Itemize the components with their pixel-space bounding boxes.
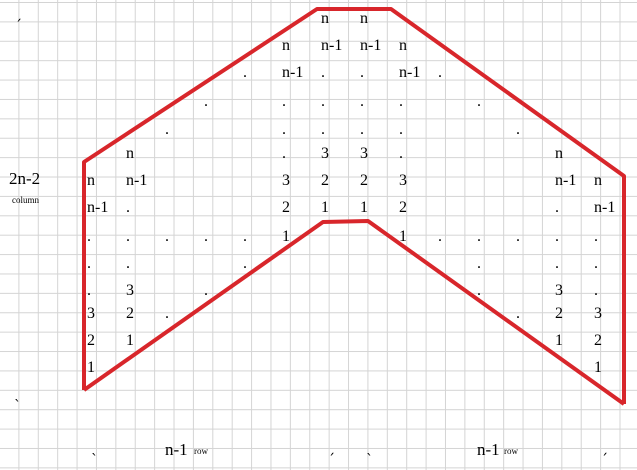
- grid-cell: .: [204, 93, 208, 110]
- grid-cell: .: [243, 228, 247, 245]
- grid-cell: 2: [594, 332, 602, 349]
- bracket-tick-mark: ˏ: [601, 440, 608, 456]
- grid-cell: .: [594, 282, 598, 299]
- grid-cell: .: [360, 93, 364, 110]
- grid-cell: .: [204, 228, 208, 245]
- grid-cell: 3: [282, 172, 290, 189]
- grid-cell: .: [555, 255, 559, 272]
- grid-cell: 2: [555, 305, 563, 322]
- grid-cell: .: [594, 255, 598, 272]
- grid-cell: 2: [282, 199, 290, 216]
- grid-cell: 3: [555, 282, 563, 299]
- grid-cell: .: [516, 305, 520, 322]
- grid-cell: .: [282, 121, 286, 138]
- grid-cell: .: [126, 199, 130, 216]
- grid-cell: .: [165, 228, 169, 245]
- grid-cell: 3: [594, 305, 602, 322]
- grid-cell: 1: [594, 359, 602, 376]
- grid-cell: 1: [555, 332, 563, 349]
- grid-cell: .: [204, 282, 208, 299]
- corner-tick-mark: ˎ: [14, 386, 21, 402]
- grid-cell: .: [321, 121, 325, 138]
- column-word-label: column: [12, 195, 39, 205]
- grid-cell: n-1: [87, 199, 109, 216]
- grid-cell: .: [126, 255, 130, 272]
- grid-cell: 2: [126, 305, 134, 322]
- grid-cell: 2: [87, 332, 95, 349]
- grid-cell: 3: [126, 282, 134, 299]
- grid-cell: .: [516, 228, 520, 245]
- grid-cell: .: [555, 228, 559, 245]
- grid-cell: n-1: [360, 37, 382, 54]
- corner-tick-mark: ˏ: [15, 6, 22, 22]
- grid-cell: n: [321, 10, 329, 27]
- grid-cell: n-1: [282, 64, 304, 81]
- grid-cell: .: [126, 228, 130, 245]
- grid-cell: .: [438, 228, 442, 245]
- bracket-tick-mark: ˏ: [328, 440, 335, 456]
- grid-cell: .: [516, 121, 520, 138]
- grid-cell: .: [360, 64, 364, 81]
- grid-cell: 2: [399, 199, 407, 216]
- grid-cell: 1: [360, 199, 368, 216]
- grid-cell: n-1: [399, 64, 421, 81]
- grid-cell: n: [126, 145, 134, 162]
- grid-cell: .: [165, 121, 169, 138]
- grid-cell: n: [360, 10, 368, 27]
- grid-cell: .: [243, 255, 247, 272]
- grid-cell: 3: [399, 172, 407, 189]
- right-row-count-label: n-1: [477, 440, 500, 459]
- left-row-word-label: row: [194, 446, 208, 456]
- grid-cell: .: [477, 93, 481, 110]
- grid-cell: .: [399, 121, 403, 138]
- grid-cell: n: [555, 145, 563, 162]
- grid-cell: .: [477, 255, 481, 272]
- grid-cell: 3: [360, 145, 368, 162]
- grid-cell: .: [399, 145, 403, 162]
- grid-cell: 3: [321, 145, 329, 162]
- grid-cell: 1: [126, 332, 134, 349]
- grid-cell: n: [399, 37, 407, 54]
- grid-cell: n: [282, 37, 290, 54]
- grid-cell: 1: [282, 228, 290, 245]
- grid-cell: .: [360, 121, 364, 138]
- grid-cell: 3: [87, 305, 95, 322]
- grid-cell: n-1: [555, 172, 577, 189]
- grid-cell: 2: [360, 172, 368, 189]
- grid-cell: .: [87, 255, 91, 272]
- grid-cell: 2: [321, 172, 329, 189]
- grid-cell: 1: [87, 359, 95, 376]
- right-row-word-label: row: [504, 446, 518, 456]
- grid-cell: .: [321, 64, 325, 81]
- bracket-tick-mark: ˎ: [366, 440, 373, 456]
- grid-cell: n: [87, 172, 95, 189]
- grid-cell: 1: [399, 228, 407, 245]
- grid-cell: .: [555, 199, 559, 216]
- grid-cell: n-1: [594, 199, 616, 216]
- grid-cell: .: [438, 64, 442, 81]
- grid-cell: .: [594, 228, 598, 245]
- grid-cell: .: [282, 93, 286, 110]
- grid-cell: 1: [321, 199, 329, 216]
- grid-cell: n-1: [321, 37, 343, 54]
- column-count-label: 2n-2: [9, 169, 41, 188]
- grid-cell: .: [87, 282, 91, 299]
- grid-cell: .: [87, 228, 91, 245]
- grid-cell: .: [282, 145, 286, 162]
- grid-cell: .: [477, 228, 481, 245]
- grid-cell: .: [477, 282, 481, 299]
- left-row-count-label: n-1: [165, 440, 188, 459]
- grid-cell: n-1: [126, 172, 148, 189]
- grid-cell: n: [594, 172, 602, 189]
- grid-cell: .: [321, 93, 325, 110]
- grid-cell: .: [399, 93, 403, 110]
- grid-cell: .: [165, 305, 169, 322]
- grid-cell: .: [243, 64, 247, 81]
- outline-lower-boundary: [82, 219, 626, 406]
- bracket-tick-mark: ˎ: [91, 440, 98, 456]
- outline-upper-boundary: [82, 7, 626, 404]
